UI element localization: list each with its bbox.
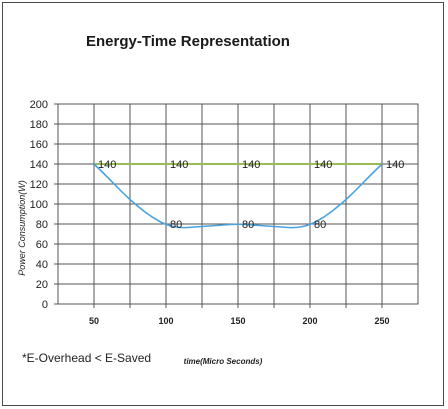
y-tick-label: 160 — [30, 139, 48, 151]
data-label: 140 — [242, 159, 260, 171]
series-lines — [93, 163, 383, 229]
y-tick-label: 120 — [30, 179, 48, 191]
chart-title: Energy-Time Representation — [86, 33, 290, 50]
y-tick-label: 60 — [36, 239, 48, 251]
y-tick-label: 180 — [30, 119, 48, 131]
data-label: 80 — [170, 219, 182, 231]
y-tick-label: 0 — [42, 299, 48, 311]
y-tick-label: 40 — [36, 259, 48, 271]
x-axis-ticks: 50 100 150 200 250 — [89, 316, 390, 326]
series-line-curve — [93, 163, 383, 229]
x-tick-label: 150 — [230, 316, 245, 326]
x-axis-label: time(Micro Seconds) — [184, 357, 263, 366]
data-label: 140 — [98, 159, 116, 171]
data-label: 80 — [242, 219, 254, 231]
data-labels: 140 140 140 140 140 80 80 80 — [98, 159, 404, 231]
x-tick-label: 250 — [374, 316, 389, 326]
data-label: 80 — [314, 219, 326, 231]
y-tick-label: 200 — [30, 99, 48, 111]
y-tick-label: 20 — [36, 279, 48, 291]
x-tick-label: 100 — [158, 316, 173, 326]
grid — [54, 103, 419, 308]
y-axis-label: Power Consumption(W) — [17, 180, 27, 276]
y-tick-label: 100 — [30, 199, 48, 211]
data-label: 140 — [386, 159, 404, 171]
data-label: 140 — [314, 159, 332, 171]
data-label: 140 — [170, 159, 188, 171]
x-tick-label: 50 — [89, 316, 99, 326]
y-tick-label: 80 — [36, 219, 48, 231]
energy-note: *E-Overhead < E-Saved — [22, 351, 151, 365]
y-tick-label: 140 — [30, 159, 48, 171]
y-axis-ticks: 0 20 40 60 80 100 120 140 160 180 200 — [30, 99, 48, 311]
x-tick-label: 200 — [302, 316, 317, 326]
